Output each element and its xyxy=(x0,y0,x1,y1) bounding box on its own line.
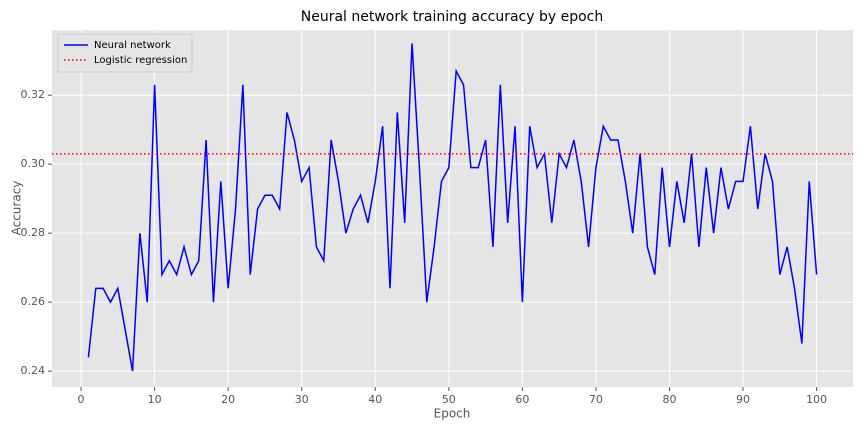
y-tick-label: 0.24 xyxy=(21,364,46,377)
chart-title: Neural network training accuracy by epoc… xyxy=(301,9,604,25)
x-tick-label: 60 xyxy=(515,393,529,406)
x-tick-label: 70 xyxy=(589,393,603,406)
legend-label: Neural network xyxy=(94,40,171,51)
legend-box xyxy=(57,33,193,73)
x-axis-label: Epoch xyxy=(434,407,471,421)
y-axis-label: Accuracy xyxy=(10,181,24,236)
legend-label: Logistic regression xyxy=(94,55,187,66)
x-tick-label: 10 xyxy=(148,393,162,406)
x-tick-label: 90 xyxy=(736,393,750,406)
x-tick-label: 100 xyxy=(806,393,827,406)
data-line xyxy=(87,43,818,372)
legend: Neural network Logistic regression xyxy=(57,33,193,73)
y-tick-label: 0.30 xyxy=(21,157,46,170)
y-tick-label: 0.32 xyxy=(21,88,46,101)
x-tick-label: 20 xyxy=(221,393,235,406)
x-tick-label: 50 xyxy=(442,393,456,406)
y-tick-label: 0.26 xyxy=(21,295,46,308)
x-tick-label: 30 xyxy=(295,393,309,406)
x-tick-label: 0 xyxy=(78,393,85,406)
y-tick-label: 0.28 xyxy=(21,226,46,239)
x-tick-label: 80 xyxy=(662,393,676,406)
x-tick-label: 40 xyxy=(368,393,382,406)
plot-area xyxy=(52,30,853,387)
